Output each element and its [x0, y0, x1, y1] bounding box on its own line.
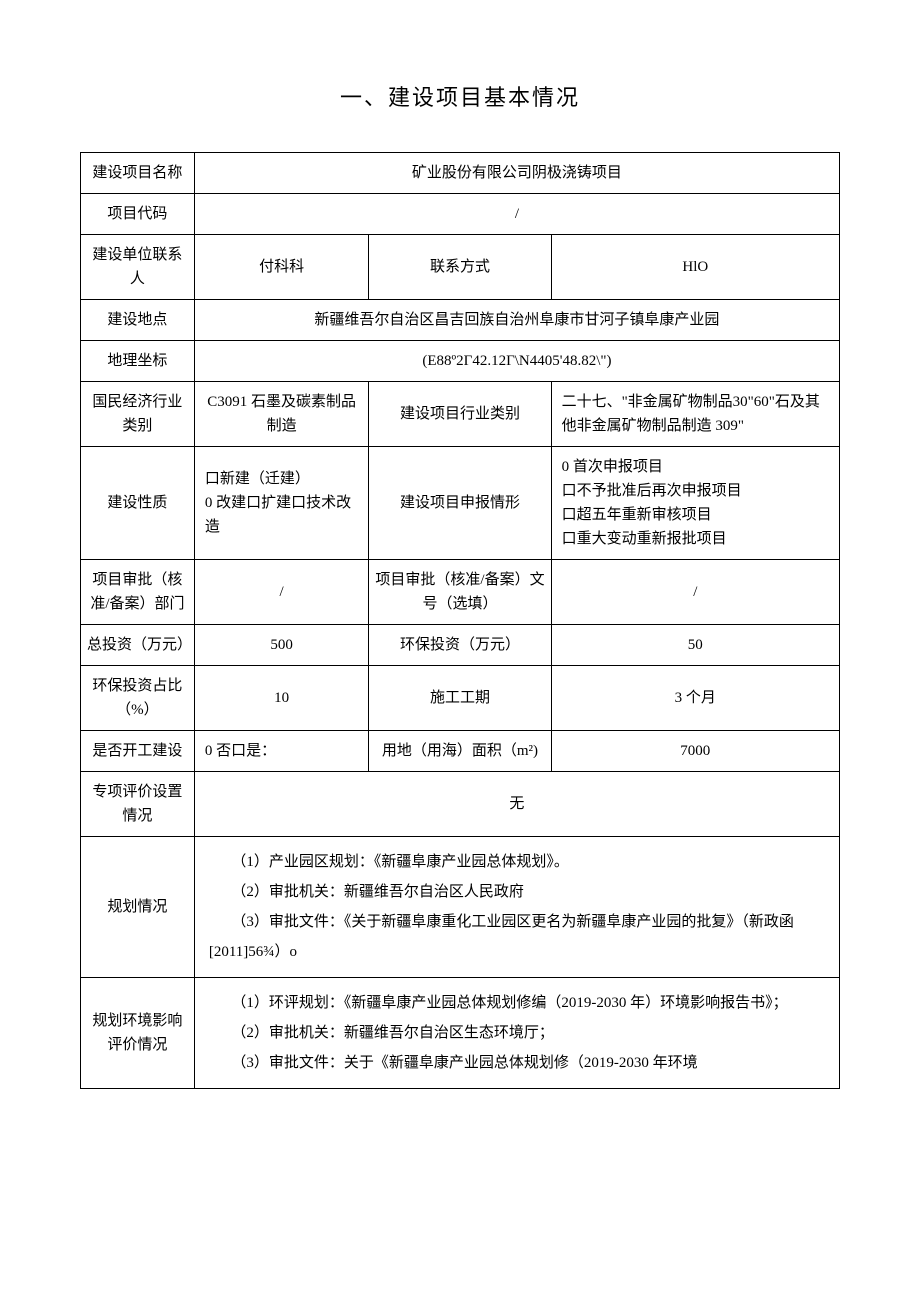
planning-value: （1）产业园区规划：《新疆阜康产业园总体规划》。 （2）审批机关：新疆维吾尔自治… [194, 837, 839, 978]
project-industry-label: 建设项目行业类别 [369, 382, 551, 447]
contact-method-label: 联系方式 [369, 235, 551, 300]
table-row: 建设性质 口新建（迁建） 0 改建口扩建口技术改造 建设项目申报情形 0 首次申… [81, 447, 840, 560]
table-row: 规划情况 （1）产业园区规划：《新疆阜康产业园总体规划》。 （2）审批机关：新疆… [81, 837, 840, 978]
approval-no-label: 项目审批（核准/备案）文号（选填） [369, 560, 551, 625]
project-info-table: 建设项目名称 矿业股份有限公司阴极浇铸项目 项目代码 / 建设单位联系人 付科科… [80, 152, 840, 1089]
env-invest-value: 50 [551, 625, 839, 666]
started-value: 0 否口是： [194, 731, 369, 772]
approval-dept-value: / [194, 560, 369, 625]
special-eval-label: 专项评价设置情况 [81, 772, 195, 837]
page-title: 一、建设项目基本情况 [80, 80, 840, 112]
approval-dept-label: 项目审批（核准/备案）部门 [81, 560, 195, 625]
coords-label: 地理坐标 [81, 341, 195, 382]
table-row: 总投资（万元） 500 环保投资（万元） 50 [81, 625, 840, 666]
started-label: 是否开工建设 [81, 731, 195, 772]
approval-no-value: / [551, 560, 839, 625]
env-ratio-label: 环保投资占比（%） [81, 666, 195, 731]
table-row: 国民经济行业类别 C3091 石墨及碳素制品制造 建设项目行业类别 二十七、"非… [81, 382, 840, 447]
land-area-value: 7000 [551, 731, 839, 772]
table-row: 规划环境影响评价情况 （1）环评规划：《新疆阜康产业园总体规划修编（2019-2… [81, 978, 840, 1089]
contact-person-label: 建设单位联系人 [81, 235, 195, 300]
land-area-label: 用地（用海）面积（m²) [369, 731, 551, 772]
env-plan-value: （1）环评规划：《新疆阜康产业园总体规划修编（2019-2030 年）环境影响报… [194, 978, 839, 1089]
table-row: 项目审批（核准/备案）部门 / 项目审批（核准/备案）文号（选填） / [81, 560, 840, 625]
nature-value: 口新建（迁建） 0 改建口扩建口技术改造 [194, 447, 369, 560]
declare-value: 0 首次申报项目 口不予批准后再次申报项目 口超五年重新审核项目 口重大变动重新… [551, 447, 839, 560]
declare-label: 建设项目申报情形 [369, 447, 551, 560]
project-name-label: 建设项目名称 [81, 153, 195, 194]
industry-cat-value: C3091 石墨及碳素制品制造 [194, 382, 369, 447]
project-code-label: 项目代码 [81, 194, 195, 235]
table-row: 建设项目名称 矿业股份有限公司阴极浇铸项目 [81, 153, 840, 194]
contact-person-value: 付科科 [194, 235, 369, 300]
env-invest-label: 环保投资（万元） [369, 625, 551, 666]
planning-label: 规划情况 [81, 837, 195, 978]
table-row: 是否开工建设 0 否口是： 用地（用海）面积（m²) 7000 [81, 731, 840, 772]
table-row: 环保投资占比（%） 10 施工工期 3 个月 [81, 666, 840, 731]
construction-period-value: 3 个月 [551, 666, 839, 731]
env-ratio-value: 10 [194, 666, 369, 731]
total-invest-value: 500 [194, 625, 369, 666]
location-value: 新疆维吾尔自治区昌吉回族自治州阜康市甘河子镇阜康产业园 [194, 300, 839, 341]
table-row: 专项评价设置情况 无 [81, 772, 840, 837]
table-row: 项目代码 / [81, 194, 840, 235]
coords-value: (E88º2Γ42.12Γ\N4405'48.82\") [194, 341, 839, 382]
project-industry-value: 二十七、"非金属矿物制品30"60"石及其他非金属矿物制品制造 309" [551, 382, 839, 447]
special-eval-value: 无 [194, 772, 839, 837]
nature-label: 建设性质 [81, 447, 195, 560]
total-invest-label: 总投资（万元） [81, 625, 195, 666]
construction-period-label: 施工工期 [369, 666, 551, 731]
project-code-value: / [194, 194, 839, 235]
contact-method-value: HlO [551, 235, 839, 300]
table-row: 建设单位联系人 付科科 联系方式 HlO [81, 235, 840, 300]
table-row: 地理坐标 (E88º2Γ42.12Γ\N4405'48.82\") [81, 341, 840, 382]
industry-cat-label: 国民经济行业类别 [81, 382, 195, 447]
location-label: 建设地点 [81, 300, 195, 341]
project-name-value: 矿业股份有限公司阴极浇铸项目 [194, 153, 839, 194]
env-plan-label: 规划环境影响评价情况 [81, 978, 195, 1089]
table-row: 建设地点 新疆维吾尔自治区昌吉回族自治州阜康市甘河子镇阜康产业园 [81, 300, 840, 341]
